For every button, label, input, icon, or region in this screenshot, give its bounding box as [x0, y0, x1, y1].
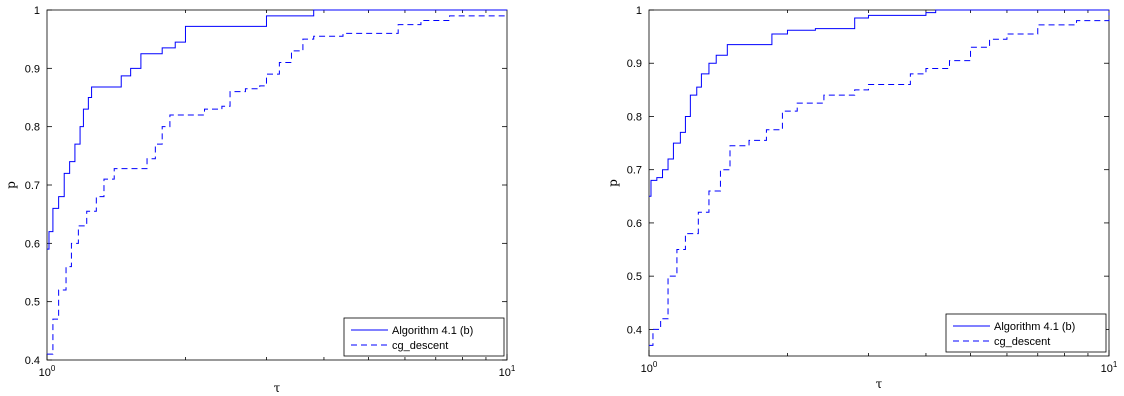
x-tick-label: 101 [499, 364, 516, 379]
x-axis-label: τ [876, 377, 883, 391]
legend-entry-label: cg_descent [994, 336, 1050, 348]
y-tick-label: 0.6 [627, 218, 642, 230]
series-line-cg-descent [47, 15, 507, 355]
y-axis-label: p [4, 181, 18, 189]
x-tick-label: 100 [39, 364, 56, 379]
y-tick-label: 1 [34, 5, 40, 17]
y-tick-label: 0.7 [627, 165, 642, 177]
y-tick-label: 0.4 [25, 355, 40, 367]
x-axis-label: τ [274, 381, 281, 395]
y-tick-label: 0.9 [627, 58, 642, 70]
y-tick-label: 0.5 [25, 297, 40, 309]
axes-frame [648, 9, 1110, 357]
legend-entry-label: cg_descent [392, 340, 448, 352]
x-tick-label: 101 [1101, 360, 1118, 375]
legend-box [945, 313, 1107, 353]
axes-frame [46, 9, 508, 361]
y-tick-label: 0.8 [627, 111, 642, 123]
series-line-algorithm-4-1-b [47, 9, 507, 250]
y-tick-label: 0.9 [25, 63, 40, 75]
legend-box [343, 317, 505, 357]
series-line-cg-descent [649, 12, 1110, 346]
y-tick-label: 0.7 [25, 180, 40, 192]
legend-entry-label: Algorithm 4.1 (b) [392, 325, 473, 337]
left-performance-profile-chart: 0.4 0.5 0.6 0.7 0.8 0.9 1 100 101 τ p Algorithm 4.1… [4, 5, 516, 395]
y-tick-label: 0.6 [25, 238, 40, 250]
legend-entry-label: Algorithm 4.1 (b) [994, 321, 1075, 333]
x-tick-label: 100 [641, 360, 658, 375]
series-line-algorithm-4-1-b [649, 9, 1109, 197]
right-performance-profile-chart: 0.4 0.5 0.6 0.7 0.8 0.9 1 100 101 τ p Algorithm 4.1… [606, 5, 1118, 391]
y-tick-label: 0.5 [627, 271, 642, 283]
y-tick-label: 0.8 [25, 122, 40, 134]
y-tick-label: 0.4 [627, 324, 642, 336]
y-axis-label: p [606, 179, 620, 187]
y-tick-label: 1 [636, 5, 642, 17]
